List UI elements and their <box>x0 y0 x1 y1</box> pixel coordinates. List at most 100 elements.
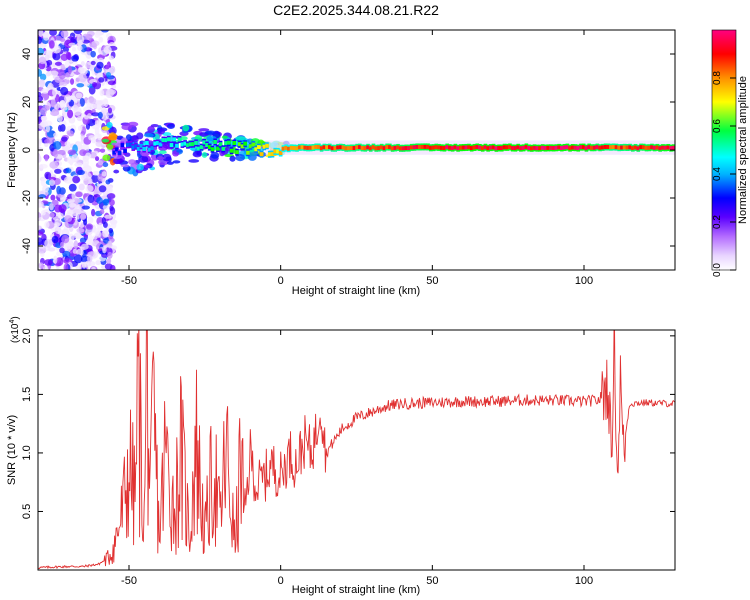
spectrogram-band-core <box>131 145 136 150</box>
spectrogram-band-core <box>576 146 581 151</box>
spectrogram-y-tick-label: 40 <box>21 48 33 60</box>
spectrogram-band-core <box>388 145 392 150</box>
spectrogram-noise-cell <box>60 86 69 96</box>
spectrogram-noise-cell <box>65 168 72 174</box>
spectrogram-noise-cell <box>48 179 56 186</box>
spectrogram-band-core <box>349 145 354 150</box>
spectrogram-noise-cell <box>100 195 108 200</box>
spectrogram-noise-cell <box>107 89 117 95</box>
spectrogram-band-core <box>445 145 449 150</box>
spectrogram-noise-cell <box>97 173 104 182</box>
spectrogram-band-core <box>112 150 116 155</box>
spectrogram-noise-cell <box>111 84 117 90</box>
spectrogram-noise-cell <box>71 55 79 62</box>
spectrogram-noise-cell <box>39 107 47 116</box>
spectrogram-noise-cell <box>83 218 88 226</box>
spectrogram-noise-cell <box>96 230 102 238</box>
spectrogram-band-core <box>270 152 275 157</box>
spectrogram-band-core <box>489 145 493 150</box>
spectrogram-noise-cell <box>44 154 49 162</box>
spectrogram-band-core <box>284 145 288 150</box>
spectrogram-band-core <box>257 145 261 150</box>
spectrogram-band-core <box>669 146 673 151</box>
spectrogram-band-core <box>521 145 526 150</box>
spectrogram-noise-cell <box>64 242 71 250</box>
spectrogram-band-core <box>341 145 346 150</box>
spectrogram-noise-cell <box>67 65 72 75</box>
spectrogram-band-core <box>535 146 540 151</box>
spectrogram-band-core <box>287 146 291 151</box>
spectrogram-band-core <box>368 146 373 151</box>
spectrogram-noise-cell <box>73 254 83 264</box>
spectrogram-band-core <box>404 146 409 151</box>
spectrogram-noise-cell <box>94 156 100 162</box>
spectrogram-band-core <box>573 145 578 150</box>
spectrogram-noise-cell <box>66 156 75 164</box>
spectrogram-noise-cell <box>101 171 107 177</box>
spectrogram-y-axis: -40 -20 0 20 40 <box>21 48 675 254</box>
spectrogram-noise-cell <box>99 148 106 153</box>
spectrogram-band-core <box>581 145 586 150</box>
spectrogram-band-core <box>611 145 616 150</box>
spectrogram-noise-cell <box>73 197 80 204</box>
spectrogram-blob <box>102 154 111 162</box>
spectrogram-blob <box>101 138 110 143</box>
spectrogram-noise-cell <box>78 221 85 228</box>
spectrogram-band-core <box>579 145 583 150</box>
spectrogram-noise-cell <box>64 215 73 223</box>
spectrogram-blob <box>143 133 154 138</box>
spectrogram-noise-cell <box>38 237 43 246</box>
spectrogram-band-core <box>328 145 332 150</box>
spectrogram-noise-cell <box>77 125 83 132</box>
spectrogram-band-core <box>300 145 305 150</box>
spectrogram-band-core <box>636 146 641 151</box>
snr-plot-area <box>38 330 675 570</box>
spectrogram-blob <box>188 159 200 163</box>
spectrogram-band-core <box>153 141 157 146</box>
spectrogram-band-core <box>628 145 632 150</box>
spectrogram-blob <box>182 124 190 132</box>
spectrogram-noise-cell <box>52 52 61 61</box>
snr-x-tick-label: 50 <box>426 575 438 587</box>
spectrogram-noise-cell <box>38 142 42 148</box>
spectrogram-noise-cell <box>98 222 103 231</box>
spectrogram-noise-cell <box>63 263 69 270</box>
snr-y-tick-label: 2.0 <box>21 328 33 343</box>
spectrogram-noise-cell <box>107 193 116 200</box>
colorbar-tick-label: 0.6 <box>712 119 723 133</box>
spectrogram-noise-cell <box>73 240 79 250</box>
spectrogram-band-core <box>429 145 433 150</box>
spectrogram-noise-cell <box>49 161 59 169</box>
spectrogram-noise-cell <box>98 185 107 193</box>
spectrogram-noise-cell <box>61 235 70 244</box>
spectrogram-band-core <box>478 145 482 150</box>
spectrogram-band-core <box>382 146 387 151</box>
spectrogram-band-core <box>289 145 294 150</box>
spectrogram-noise-cell <box>80 243 89 250</box>
spectrogram-band-core <box>560 145 564 150</box>
spectrogram-noise-cell <box>44 138 50 144</box>
colorbar-gradient <box>711 29 737 271</box>
spectrogram-noise-cell <box>67 149 77 156</box>
spectrogram-noise-cell <box>76 35 85 45</box>
spectrogram-band-core <box>415 144 419 149</box>
spectrogram-band-core <box>516 145 520 150</box>
spectrogram-band-core <box>147 147 152 152</box>
spectrogram-noise-cell <box>38 225 42 231</box>
spectrogram-ylabel: Frequency (Hz) <box>6 112 18 188</box>
spectrogram-band-core <box>442 146 447 151</box>
spectrogram-band-core <box>136 146 141 151</box>
spectrogram-band-core <box>235 150 239 155</box>
spectrogram-blob <box>221 135 228 139</box>
spectrogram-x-tick-label: 100 <box>575 275 593 287</box>
spectrogram-noise-cell <box>40 115 48 122</box>
spectrogram-noise-cell <box>49 30 57 36</box>
snr-x-tick-label: 100 <box>575 575 593 587</box>
spectrogram-noise-cell <box>38 62 46 70</box>
spectrogram-band-core <box>439 145 444 150</box>
spectrogram-band-core <box>191 142 196 147</box>
spectrogram-noise-cell <box>76 248 84 257</box>
spectrogram-band-core <box>229 148 234 153</box>
spectrogram-noise-cell <box>101 113 109 121</box>
